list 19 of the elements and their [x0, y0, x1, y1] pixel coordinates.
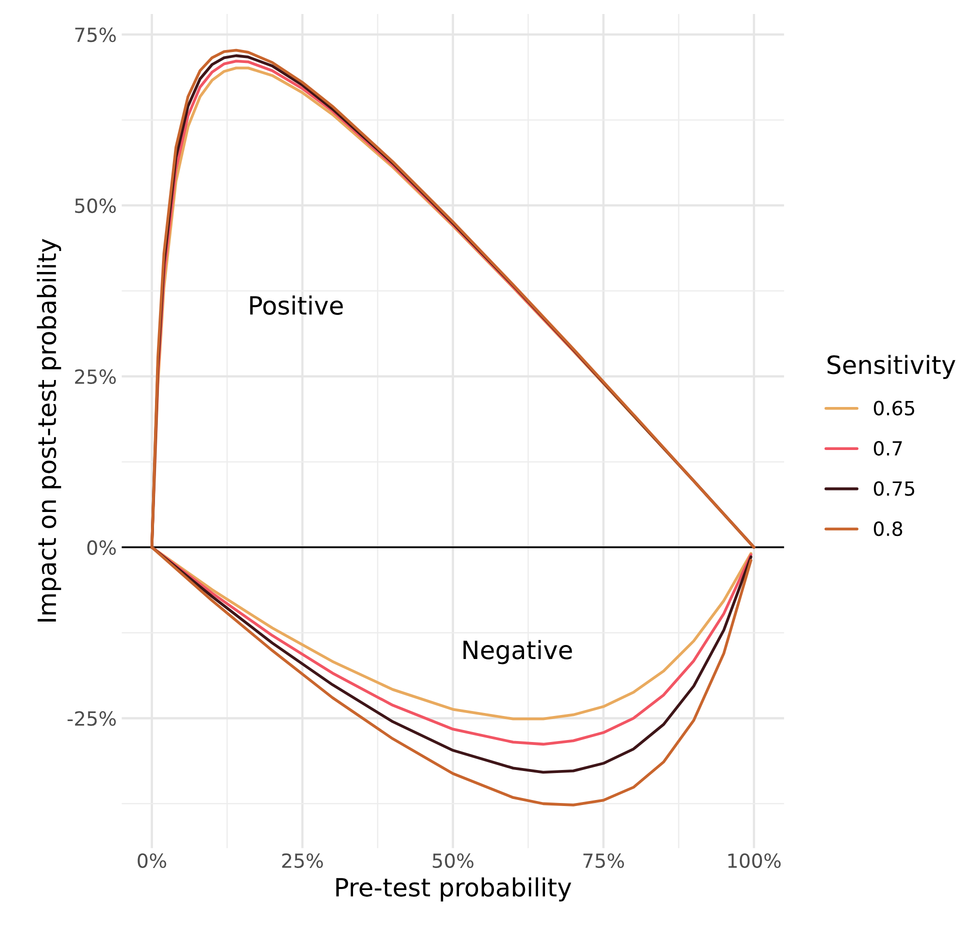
x-tick-label: 50%	[432, 853, 474, 868]
y-tick-label: 50%	[75, 198, 116, 214]
legend-title: Sensitivity	[828, 354, 956, 380]
x-tick-label: 100%	[728, 853, 781, 868]
y-axis-title: Impact on post-test probability	[36, 238, 62, 622]
x-tick-label: 75%	[583, 853, 624, 868]
y-tick-label: 75%	[75, 27, 116, 42]
y-tick-label: -25%	[68, 711, 116, 726]
legend-label: 0.8	[874, 521, 902, 536]
y-tick-label: 0%	[87, 540, 116, 555]
x-axis-title: Pre-test probability	[336, 877, 572, 902]
legend-label: 0.65	[874, 400, 914, 416]
x-tick-label: 0%	[138, 853, 166, 868]
y-tick-label: 25%	[75, 369, 116, 384]
x-tick-label: 25%	[282, 853, 323, 868]
annotation: Positive	[250, 296, 343, 315]
legend-label: 0.7	[874, 440, 902, 456]
legend-label: 0.75	[874, 481, 914, 496]
annotation: Negative	[464, 640, 572, 664]
